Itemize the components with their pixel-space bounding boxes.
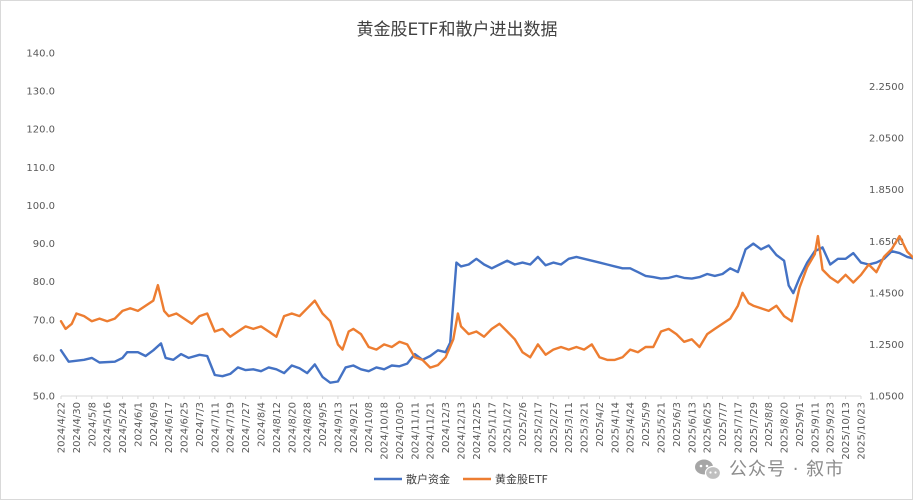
left-tick-label: 50.0 (33, 392, 55, 403)
legend-label-1: 散户资金 (406, 472, 450, 486)
x-tick-label: 2025/3/21 (580, 402, 591, 453)
right-tick-label: 1.6500 (869, 237, 904, 248)
left-tick-label: 60.0 (33, 353, 55, 364)
x-tick-label: 2025/6/3 (672, 402, 683, 447)
series-line-2 (59, 234, 913, 369)
left-tick-label: 100.0 (26, 201, 55, 212)
left-tick-label: 90.0 (33, 239, 55, 250)
left-tick-label: 120.0 (26, 125, 55, 136)
x-tick-label: 2024/10/30 (395, 402, 406, 460)
x-tick-label: 2024/7/3 (195, 402, 206, 447)
series-line-1 (59, 242, 913, 384)
x-axis: 2024/4/22 2024/4/30 2024/5/8 2024/5/16 2024/… (57, 396, 868, 460)
x-tick-label: 2024/4/22 (57, 402, 68, 453)
right-tick-label: 1.2500 (869, 340, 904, 351)
x-tick-label: 2024/8/4 (257, 402, 268, 447)
x-tick-label: 2024/12/3 (441, 402, 452, 453)
x-tick-label: 2025/2/6 (518, 402, 529, 447)
x-tick-label: 2025/5/21 (657, 402, 668, 453)
x-tick-label: 2024/6/25 (180, 402, 191, 453)
x-tick-label: 2024/9/5 (318, 402, 329, 447)
x-tick-label: 2024/6/9 (149, 402, 160, 447)
x-tick-label: 2024/7/27 (241, 402, 252, 453)
x-tick-label: 2025/9/1 (795, 402, 806, 447)
x-tick-label: 2025/7/29 (749, 402, 760, 453)
right-tick-label: 1.4500 (869, 288, 904, 299)
x-tick-label: 2025/2/17 (533, 402, 544, 453)
x-tick-label: 2025/3/11 (564, 402, 575, 453)
chart-title: 黄金股ETF和散户进出数据 (357, 20, 558, 40)
x-tick-label: 2025/4/24 (626, 402, 637, 453)
x-tick-label: 2025/4/2 (595, 402, 606, 447)
legend: 散户资金 黄金股ETF (374, 472, 548, 486)
x-tick-label: 2024/11/21 (426, 402, 437, 460)
wechat-icon (695, 459, 722, 481)
x-tick-label: 2025/5/9 (641, 402, 652, 447)
x-tick-label: 2024/8/28 (303, 402, 314, 453)
left-tick-label: 130.0 (26, 87, 55, 98)
x-tick-label: 2025/8/8 (764, 402, 775, 447)
left-tick-label: 140.0 (26, 49, 55, 60)
x-tick-label: 2025/4/14 (610, 402, 621, 453)
left-tick-label: 110.0 (26, 163, 55, 174)
watermark: 公众号 · 叙市 (695, 459, 844, 481)
x-tick-label: 2024/12/25 (472, 402, 483, 460)
x-tick-label: 2025/7/7 (718, 402, 729, 447)
x-tick-label: 2024/6/1 (133, 402, 144, 447)
right-tick-label: 1.0500 (869, 392, 904, 403)
x-tick-label: 2025/9/11 (810, 402, 821, 453)
left-axis: 50.0 60.0 70.0 80.0 90.0 100.0 110.0 120.0 130.0… (26, 49, 55, 403)
x-tick-label: 2024/11/11 (410, 402, 421, 460)
x-tick-label: 2024/10/8 (364, 402, 375, 453)
x-tick-label: 2024/5/24 (118, 402, 129, 453)
x-tick-label: 2024/9/21 (349, 402, 360, 453)
x-tick-label: 2025/1/17 (487, 402, 498, 453)
x-tick-label: 2025/2/27 (549, 402, 560, 453)
right-tick-label: 2.0500 (869, 134, 904, 145)
x-tick-label: 2024/7/19 (226, 402, 237, 453)
x-tick-label: 2024/6/17 (164, 402, 175, 453)
x-tick-label: 2024/4/30 (72, 402, 83, 453)
x-tick-label: 2024/10/18 (380, 402, 391, 460)
x-tick-label: 2025/8/20 (780, 402, 791, 453)
x-tick-label: 2025/6/25 (703, 402, 714, 453)
right-axis: 1.0500 1.2500 1.4500 1.6500 1.8500 2.0500 2.25… (869, 82, 904, 402)
x-tick-label: 2024/7/11 (210, 402, 221, 453)
legend-label-2: 黄金股ETF (495, 472, 548, 486)
right-tick-label: 2.2500 (869, 82, 904, 93)
x-tick-label: 2025/7/17 (733, 402, 744, 453)
watermark-text: 公众号 · 叙市 (729, 459, 844, 480)
x-tick-label: 2025/10/13 (841, 402, 852, 460)
x-tick-label: 2024/8/12 (272, 402, 283, 453)
series-lines (59, 234, 913, 384)
x-tick-label: 2024/8/20 (287, 402, 298, 453)
x-tick-label: 2024/9/13 (333, 402, 344, 453)
x-tick-label: 2025/9/23 (826, 402, 837, 453)
x-tick-label: 2024/5/16 (103, 402, 114, 453)
x-tick-label: 2024/12/13 (457, 402, 468, 460)
left-tick-label: 70.0 (33, 315, 55, 326)
left-tick-label: 80.0 (33, 277, 55, 288)
x-tick-label: 2025/1/27 (503, 402, 514, 453)
right-tick-label: 1.8500 (869, 185, 904, 196)
x-tick-label: 2024/5/8 (87, 402, 98, 447)
x-tick-label: 2025/10/23 (857, 402, 868, 460)
x-tick-label: 2025/6/13 (687, 402, 698, 453)
